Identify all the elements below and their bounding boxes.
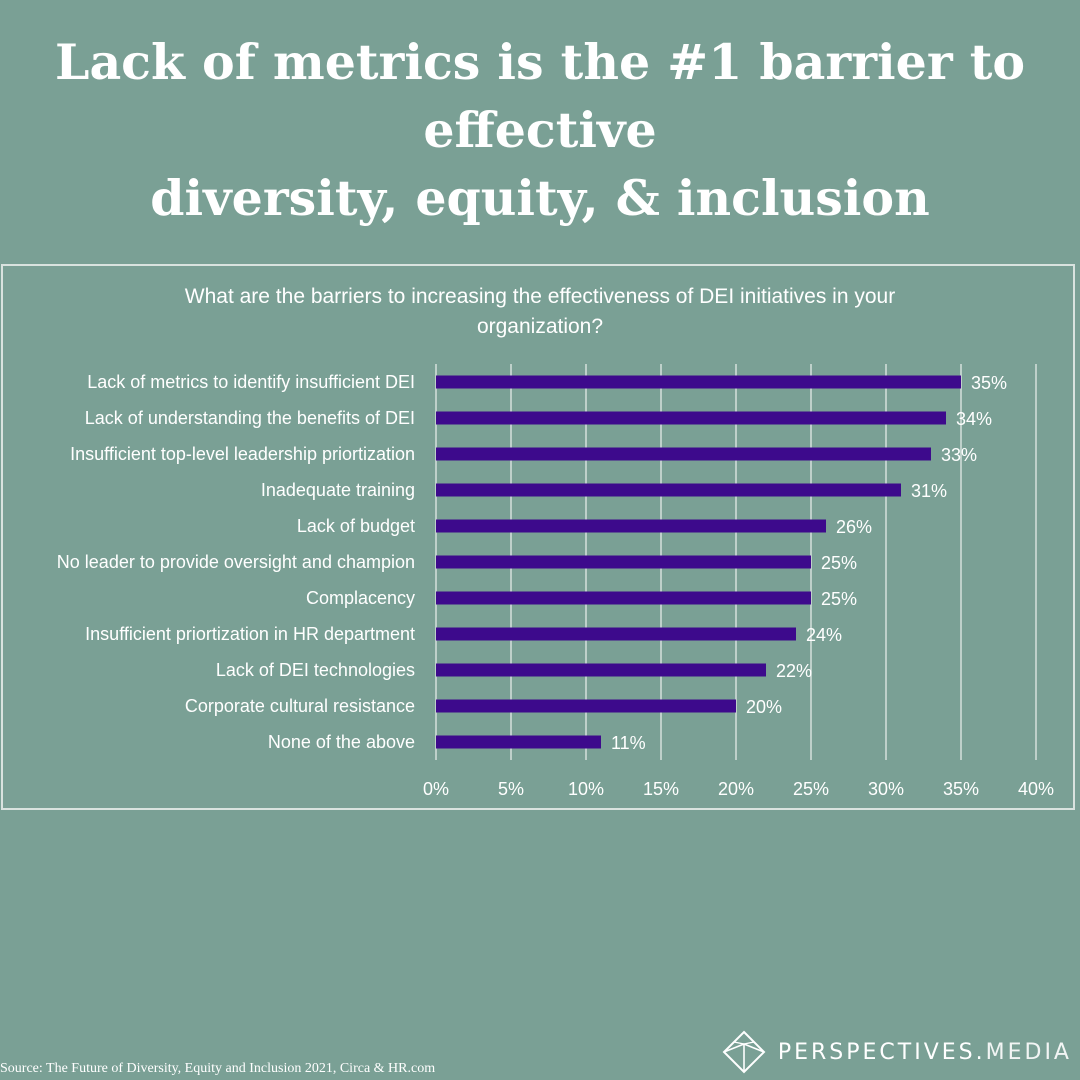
chart-title-line-1: What are the barriers to increasing the … [184,285,896,308]
brand-name-suffix: MEDIA [985,1039,1072,1065]
headline: Lack of metrics is the #1 barrier to eff… [0,28,1080,232]
category-label: Lack of budget [297,516,415,536]
headline-line-2: diversity, equity, & inclusion [150,169,930,227]
source-note: Source: The Future of Diversity, Equity … [0,1061,436,1076]
x-tick-label: 40% [1018,779,1054,799]
value-label: 11% [611,733,646,753]
bar [436,663,766,677]
bar [436,627,796,641]
category-label: Lack of metrics to identify insufficient… [87,372,415,392]
headline-line-1: Lack of metrics is the #1 barrier to eff… [54,33,1026,159]
chart-frame [1,264,1075,810]
value-label: 24% [806,625,842,645]
brand[interactable]: PERSPECTIVES.MEDIA [722,1030,1072,1074]
category-label: Lack of DEI technologies [216,660,415,680]
brand-name-main: PERSPECTIVES [777,1039,976,1065]
value-label: 33% [941,445,977,465]
bar [436,555,811,569]
value-label: 25% [821,589,857,609]
x-tick-label: 20% [718,779,754,799]
category-label: Insufficient top-level leadership priort… [70,444,415,464]
bar [436,519,826,533]
category-label: Inadequate training [261,480,415,500]
diamond-icon [722,1030,766,1074]
bars [436,375,961,749]
bar [436,483,901,497]
x-tick-label: 25% [793,779,829,799]
value-label: 26% [836,517,872,537]
value-label: 20% [746,697,782,717]
x-axis-tick-labels: 0% 5% 10% 15% 20% 25% 30% 35% 40% [423,779,1054,799]
value-label: 35% [971,373,1007,393]
chart-title: What are the barriers to increasing the … [0,282,1080,342]
value-label: 31% [911,481,947,501]
bar [436,447,931,461]
category-label: Complacency [306,588,415,608]
bar [436,411,946,425]
brand-name: PERSPECTIVES.MEDIA [778,1040,1072,1065]
x-tick-label: 15% [643,779,679,799]
category-label: No leader to provide oversight and champ… [57,552,415,572]
brand-name-dot: . [975,1039,986,1065]
x-tick-label: 10% [568,779,604,799]
category-label: None of the above [268,732,415,752]
category-labels: Lack of metrics to identify insufficient… [57,372,415,752]
x-tick-label: 5% [498,779,524,799]
value-label: 22% [776,661,812,681]
chart-title-line-2: organization? [476,315,604,338]
x-tick-label: 30% [868,779,904,799]
category-label: Insufficient priortization in HR departm… [85,624,415,644]
x-tick-label: 0% [423,779,449,799]
category-label: Lack of understanding the benefits of DE… [85,408,415,428]
value-label: 34% [956,409,992,429]
bar [436,591,811,605]
x-tick-label: 35% [943,779,979,799]
category-label: Corporate cultural resistance [185,696,415,716]
bar [436,735,601,749]
bar [436,375,961,389]
bar [436,699,736,713]
value-labels: 35% 34% 33% 31% 26% 25% 25% 24% 22% 20% 11% [611,373,1007,753]
value-label: 25% [821,553,857,573]
